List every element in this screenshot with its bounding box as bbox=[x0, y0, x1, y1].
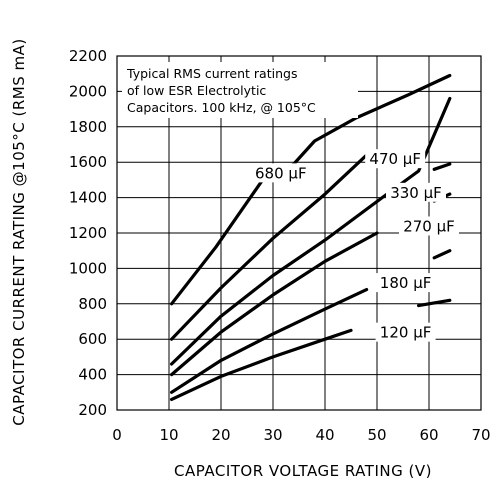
series-label-bg bbox=[399, 216, 459, 236]
annotation-line-1: Typical RMS current ratings bbox=[126, 66, 297, 81]
curves bbox=[170, 73, 452, 401]
series-label: 680 µF bbox=[255, 164, 307, 182]
x-tick-label: 50 bbox=[367, 426, 386, 444]
y-tick-label: 400 bbox=[78, 366, 107, 384]
x-tick-label: 30 bbox=[263, 426, 282, 444]
y-tick-label: 1800 bbox=[69, 118, 107, 136]
annotation-line-3: Capacitors. 100 kHz, @ 105°C bbox=[127, 100, 316, 115]
y-tick-labels: 200 400 600 800 1000 1200 1400 1600 1800 2000 2200 bbox=[69, 47, 107, 419]
x-tick-label: 20 bbox=[211, 426, 230, 444]
series-curve bbox=[170, 328, 353, 401]
plot-frame bbox=[116, 55, 482, 411]
y-axis-title: CAPACITOR CURRENT RATING @105°C (RMS mA) bbox=[10, 38, 28, 426]
series-label-bg bbox=[375, 273, 436, 293]
series-label: 180 µF bbox=[380, 274, 432, 292]
series-curve bbox=[170, 288, 369, 394]
annotation-box bbox=[122, 62, 358, 118]
series-label-bg bbox=[365, 149, 426, 169]
series-curve bbox=[170, 96, 452, 366]
y-tick-label: 800 bbox=[78, 295, 107, 313]
series-label: 120 µF bbox=[380, 324, 432, 342]
x-tick-label: 10 bbox=[159, 426, 178, 444]
series-curve-stub bbox=[432, 249, 452, 260]
series-label: 270 µF bbox=[403, 217, 455, 235]
series-curve-stub bbox=[417, 298, 452, 308]
y-tick-label: 1200 bbox=[69, 224, 107, 242]
series-label-bg bbox=[250, 163, 311, 183]
x-axis-title: CAPACITOR VOLTAGE RATING (V) bbox=[174, 462, 432, 480]
annotation-line-2: of low ESR Electrolytic bbox=[127, 83, 266, 98]
x-tick-label: 60 bbox=[419, 426, 438, 444]
series-label-bg bbox=[386, 182, 446, 202]
series-curve bbox=[170, 231, 379, 377]
y-tick-label: 200 bbox=[78, 401, 107, 419]
series-curve-stub bbox=[432, 162, 452, 171]
y-tick-label: 1400 bbox=[69, 189, 107, 207]
series-labels: 680 µF 470 µF 330 µF 270 µF 180 µF 120 µF bbox=[250, 149, 459, 342]
series-curve bbox=[170, 73, 452, 306]
y-tick-label: 1600 bbox=[69, 153, 107, 171]
y-tick-label: 1000 bbox=[69, 259, 107, 277]
y-tick-label: 2000 bbox=[69, 82, 107, 100]
x-tick-label: 40 bbox=[315, 426, 334, 444]
x-tick-labels: 0 10 20 30 40 50 60 70 bbox=[112, 426, 490, 444]
series-label: 470 µF bbox=[369, 150, 421, 168]
series-label-bg bbox=[375, 322, 436, 342]
y-tick-label: 2200 bbox=[69, 47, 107, 65]
x-tick-label: 70 bbox=[471, 426, 490, 444]
series-curve bbox=[170, 153, 369, 341]
x-tick-label: 0 bbox=[112, 426, 122, 444]
y-tick-label: 600 bbox=[78, 330, 107, 348]
series-label: 330 µF bbox=[390, 184, 442, 202]
